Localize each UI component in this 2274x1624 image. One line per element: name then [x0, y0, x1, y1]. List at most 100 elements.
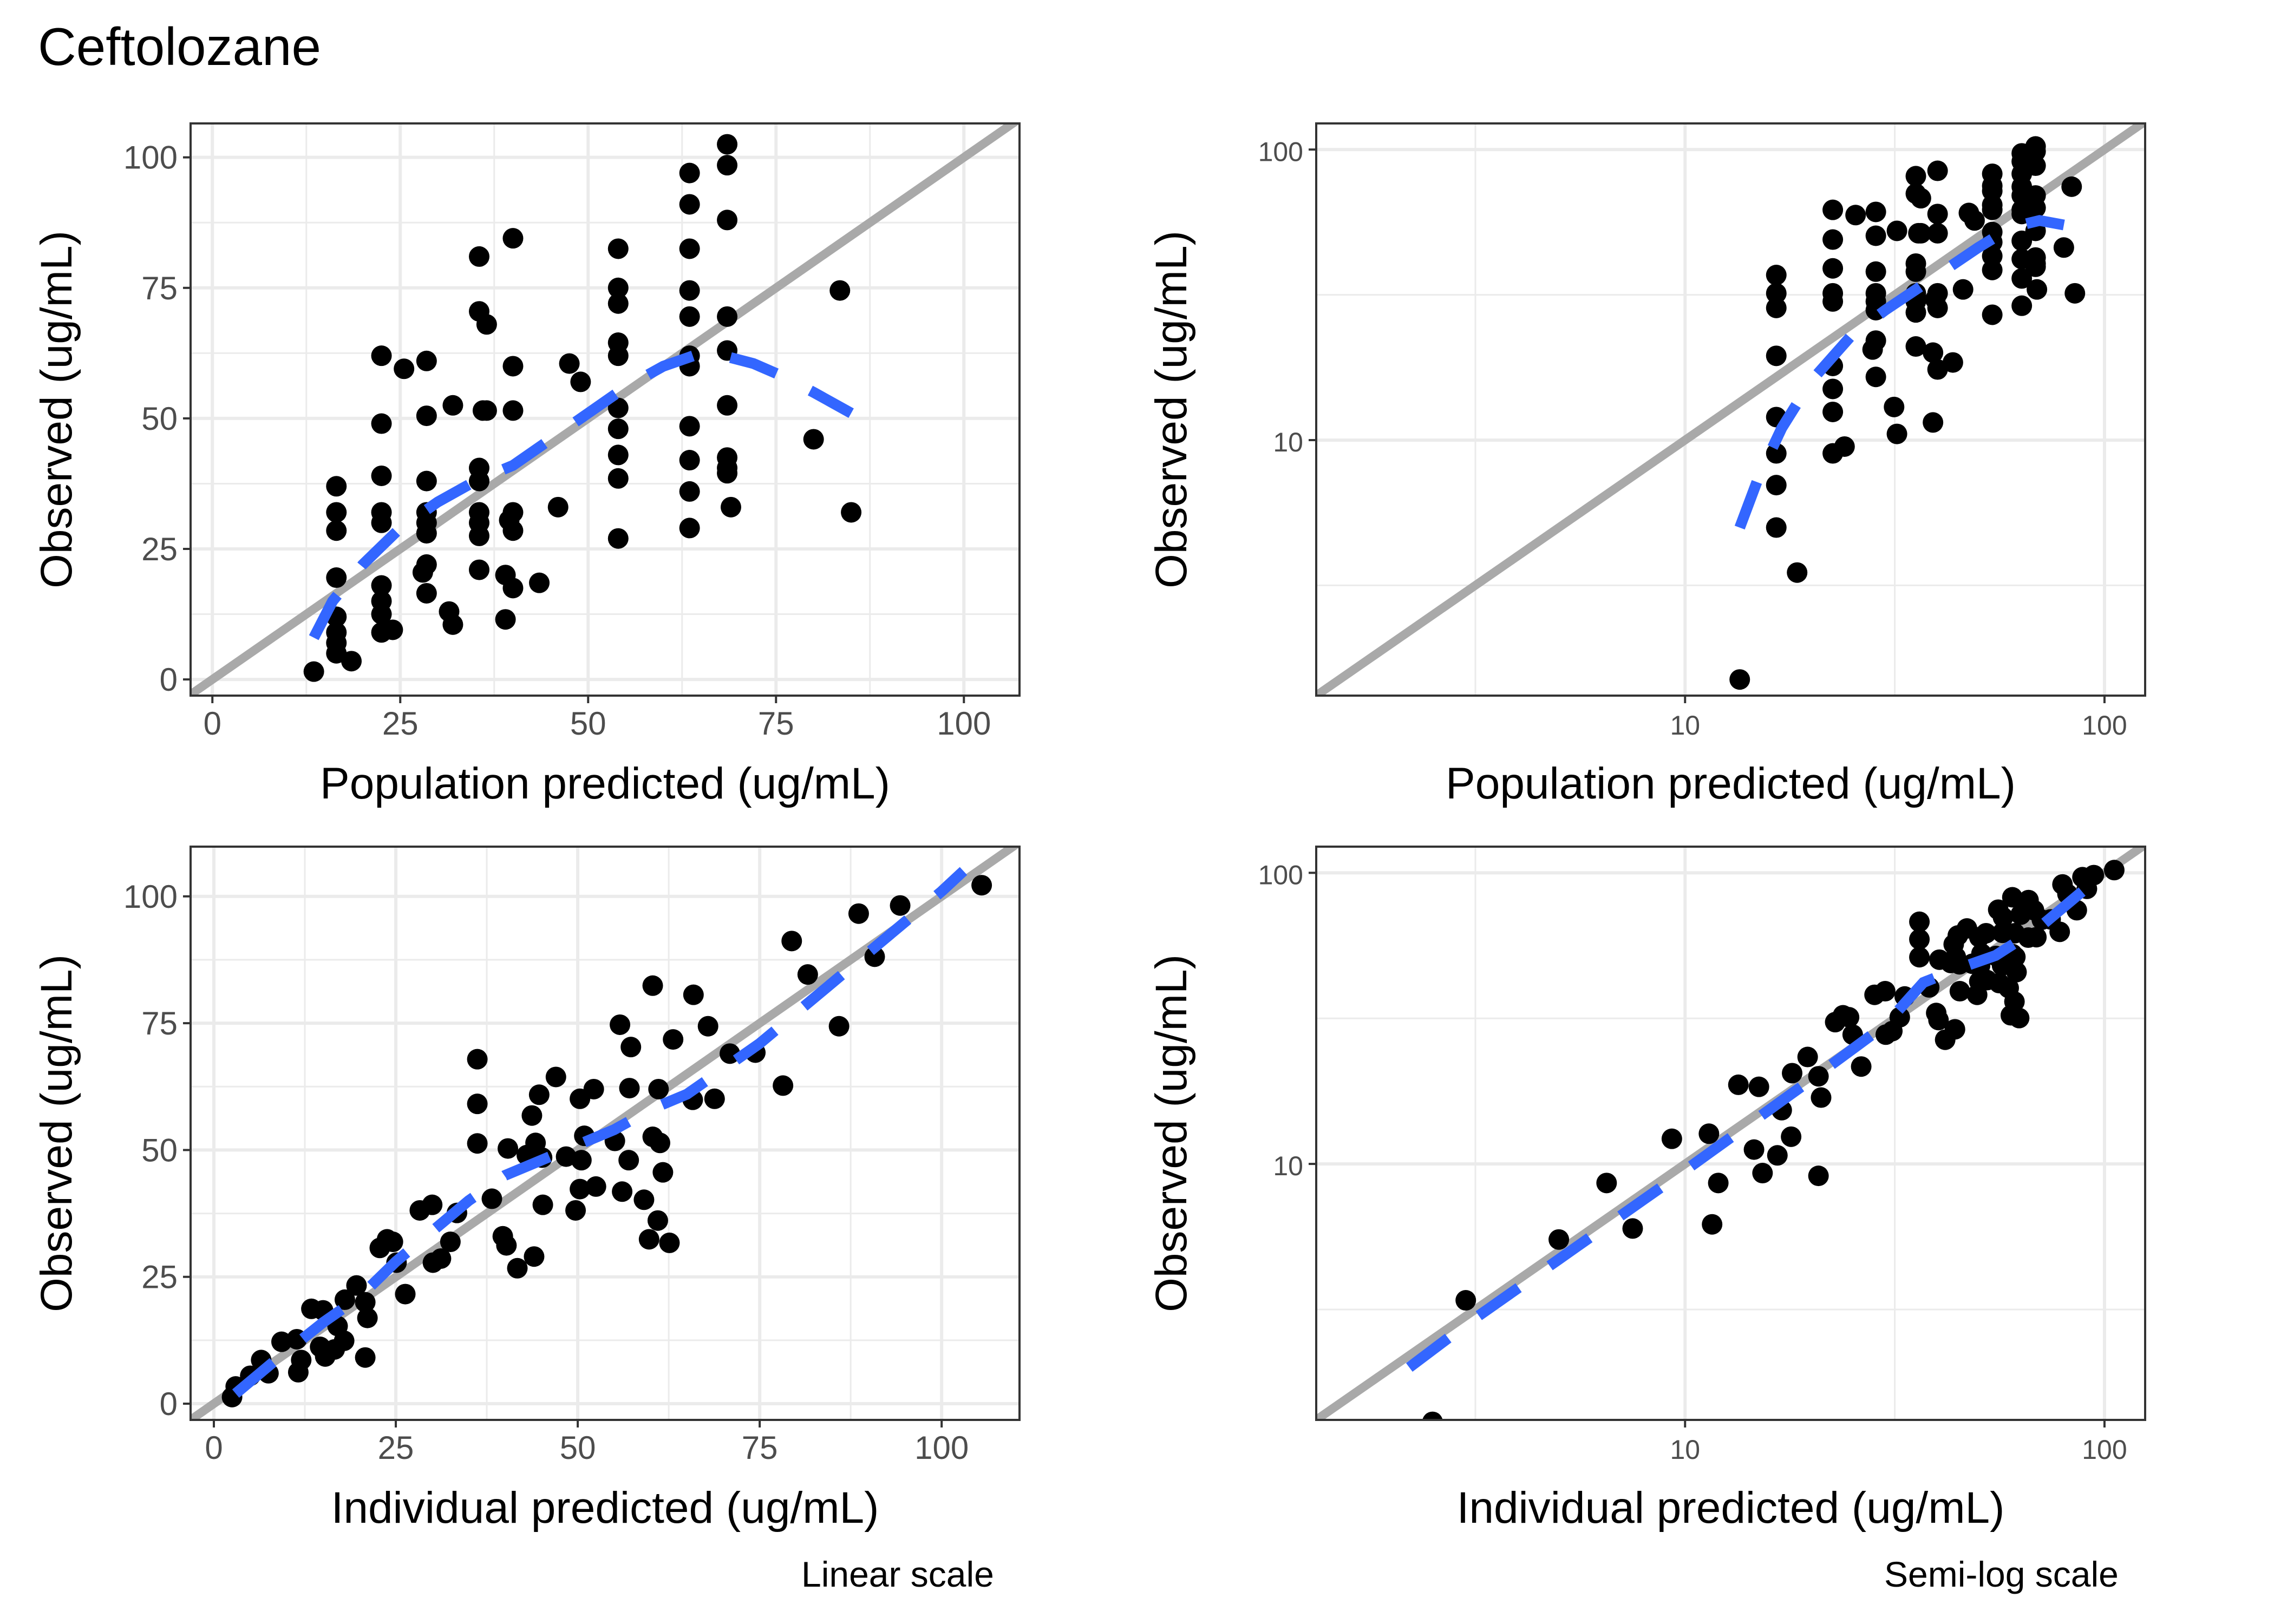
semilog-scale-caption: Semi-log scale: [1884, 1554, 2119, 1594]
data-point: [2083, 865, 2105, 886]
x-tick-label: 100: [2082, 710, 2127, 741]
y-tick-label: 10: [1273, 1151, 1303, 1181]
data-point: [1952, 279, 1974, 300]
data-point: [1808, 1165, 1829, 1187]
data-point: [607, 468, 629, 489]
data-point: [371, 465, 392, 486]
data-point: [1910, 188, 1931, 209]
y-tick-label: 10: [1273, 427, 1303, 457]
data-point: [1982, 304, 2003, 325]
data-point: [648, 1078, 669, 1099]
data-point: [1942, 352, 1963, 373]
data-point: [864, 946, 885, 967]
data-point: [355, 1347, 376, 1368]
data-point: [1884, 396, 1905, 417]
data-point: [495, 609, 516, 630]
data-point: [1865, 366, 1886, 388]
data-point: [1889, 1007, 1910, 1028]
data-point: [326, 520, 347, 541]
panel-border: [190, 846, 1021, 1421]
data-point: [1865, 225, 1886, 246]
x-tick-label: 10: [1670, 1435, 1700, 1465]
data-point: [619, 1078, 640, 1099]
data-point: [2011, 268, 2033, 289]
figure-title: Ceftolozane: [38, 17, 322, 76]
data-point: [607, 238, 629, 259]
data-point: [697, 1016, 718, 1037]
data-point: [679, 416, 700, 437]
data-point: [2009, 1007, 2030, 1029]
data-point: [1874, 981, 1896, 1002]
data-point: [496, 1235, 517, 1256]
data-point: [704, 1088, 725, 1109]
data-point: [1909, 947, 1930, 968]
data-point: [649, 1132, 670, 1154]
data-point: [326, 502, 347, 523]
data-point: [1822, 229, 1844, 250]
data-point: [440, 1232, 461, 1253]
data-point: [326, 567, 347, 588]
data-point: [469, 559, 490, 580]
data-point: [2006, 961, 2027, 983]
data-point: [371, 413, 392, 434]
data-point: [1766, 297, 1787, 318]
data-point: [334, 1289, 355, 1310]
data-point: [1923, 342, 1944, 363]
data-point: [1949, 981, 1970, 1002]
loess-smooth-line: [1406, 868, 2108, 1372]
data-point: [841, 502, 862, 523]
data-point: [1708, 1173, 1729, 1194]
data-point: [1886, 220, 1907, 241]
x-tick-label: 0: [205, 1430, 223, 1466]
data-point: [346, 1275, 367, 1296]
data-point: [1923, 412, 1944, 433]
data-point: [2053, 237, 2074, 258]
data-point: [797, 964, 818, 985]
data-point: [371, 604, 392, 625]
x-axis-title: Population predicted (ug/mL): [320, 759, 890, 808]
data-point: [1743, 1139, 1765, 1160]
data-point: [571, 1150, 592, 1171]
panel-border: [190, 122, 1021, 697]
data-point: [559, 353, 580, 374]
data-point: [1909, 911, 1930, 932]
data-point: [1622, 1218, 1643, 1239]
data-point: [717, 306, 738, 327]
data-point: [469, 246, 490, 267]
y-tick-label: 100: [123, 140, 178, 176]
data-point: [1992, 907, 2014, 928]
data-point: [2025, 197, 2046, 218]
data-point: [412, 562, 433, 583]
data-point: [612, 1181, 633, 1202]
data-point: [442, 614, 463, 635]
data-point: [663, 1029, 684, 1050]
data-point: [341, 651, 362, 672]
data-point: [2025, 155, 2046, 176]
data-point: [547, 496, 568, 518]
x-tick-label: 50: [560, 1430, 596, 1466]
data-point: [659, 1232, 680, 1253]
data-point: [720, 1043, 741, 1064]
data-point: [2061, 176, 2082, 197]
data-point: [1944, 1019, 1965, 1040]
data-point: [717, 463, 738, 484]
data-point: [2027, 279, 2048, 300]
data-point: [1548, 1229, 1570, 1250]
data-point: [1729, 669, 1750, 690]
data-point: [1927, 359, 1948, 380]
data-point: [607, 418, 629, 440]
data-point: [2064, 283, 2086, 304]
data-point: [382, 1232, 403, 1253]
data-point: [1797, 1046, 1818, 1068]
panel-plot-area: [191, 847, 1020, 1420]
y-tick-label: 75: [141, 270, 178, 306]
data-point: [717, 134, 738, 155]
data-point: [521, 1105, 543, 1126]
data-point: [620, 1037, 642, 1058]
data-point: [828, 1016, 850, 1037]
data-point: [1766, 345, 1787, 366]
data-point: [679, 518, 700, 539]
data-point: [1596, 1173, 1617, 1194]
data-point: [1927, 160, 1948, 181]
